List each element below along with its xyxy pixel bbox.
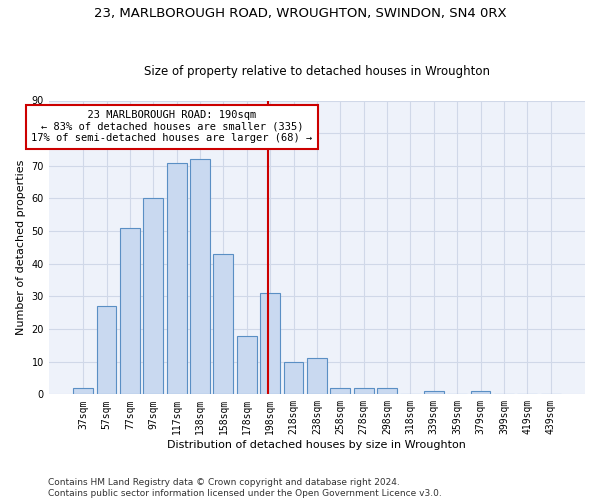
Text: 23 MARLBOROUGH ROAD: 190sqm  
← 83% of detached houses are smaller (335)
17% of : 23 MARLBOROUGH ROAD: 190sqm ← 83% of det… (31, 110, 313, 144)
Bar (260, 293, 280, 394)
Bar (167, 162, 187, 394)
Bar (331, 388, 350, 394)
Bar (190, 160, 210, 394)
Y-axis label: Number of detached properties: Number of detached properties (16, 160, 26, 335)
Bar (73, 388, 93, 394)
Bar (214, 254, 233, 394)
Text: 23, MARLBOROUGH ROAD, WROUGHTON, SWINDON, SN4 0RX: 23, MARLBOROUGH ROAD, WROUGHTON, SWINDON… (94, 8, 506, 20)
Bar (237, 336, 257, 394)
Bar (97, 306, 116, 394)
X-axis label: Distribution of detached houses by size in Wroughton: Distribution of detached houses by size … (167, 440, 466, 450)
Bar (143, 198, 163, 394)
Bar (424, 391, 444, 394)
Bar (120, 228, 140, 394)
Bar (470, 391, 490, 394)
Bar (284, 362, 304, 394)
Text: Contains HM Land Registry data © Crown copyright and database right 2024.
Contai: Contains HM Land Registry data © Crown c… (48, 478, 442, 498)
Bar (377, 388, 397, 394)
Title: Size of property relative to detached houses in Wroughton: Size of property relative to detached ho… (144, 66, 490, 78)
Bar (354, 388, 374, 394)
Bar (307, 358, 327, 394)
